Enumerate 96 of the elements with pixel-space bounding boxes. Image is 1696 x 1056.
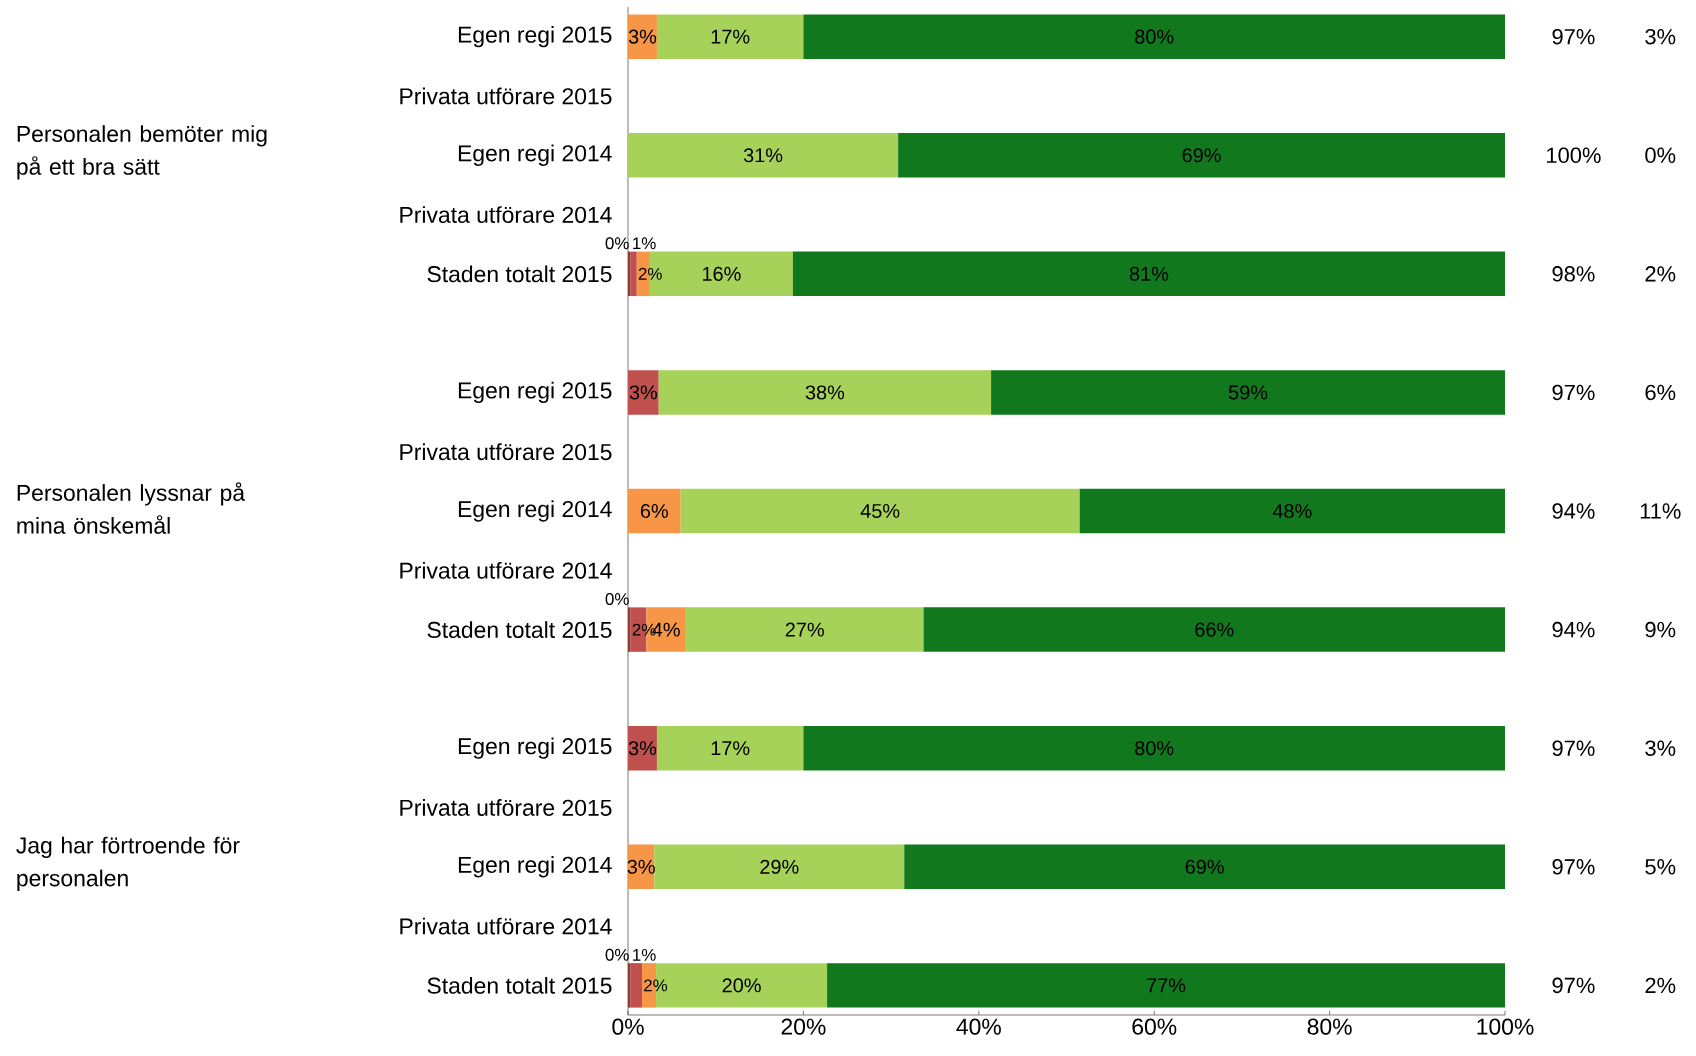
data-label: 0% bbox=[605, 237, 629, 250]
bar bbox=[628, 133, 899, 178]
data-label: 69% bbox=[1185, 859, 1224, 874]
bar bbox=[1079, 488, 1506, 534]
y-tick-label: Egen regi 2015 bbox=[458, 381, 612, 404]
text: 3% bbox=[1645, 28, 1676, 45]
data-label: 3% bbox=[627, 859, 655, 874]
bar bbox=[654, 844, 905, 890]
y-tick-label: Egen regi 2014 bbox=[458, 500, 612, 522]
text: 97% bbox=[1552, 384, 1595, 401]
y-tick-label: Privata utförare 2014 bbox=[400, 206, 612, 223]
bar bbox=[628, 488, 681, 534]
text: 3% bbox=[1645, 740, 1676, 756]
text: Jag har förtroende för personalen bbox=[16, 836, 240, 891]
text: 97% bbox=[1552, 977, 1595, 994]
text: Personalen lyssnar på mina önskemål bbox=[17, 482, 246, 534]
x-tick-label: 40% bbox=[956, 1018, 1001, 1035]
data-label: 17% bbox=[711, 741, 750, 756]
data-label: 31% bbox=[743, 148, 783, 163]
y-tick-label: Privata utförare 2015 bbox=[400, 799, 612, 816]
bar bbox=[923, 607, 1506, 652]
y-tick-label: Egen regi 2015 bbox=[458, 737, 612, 759]
text: 6% bbox=[1645, 384, 1676, 401]
bar bbox=[685, 607, 924, 652]
data-label: 3% bbox=[628, 29, 657, 44]
x-tick-label: 20% bbox=[781, 1018, 826, 1035]
data-label: 0% bbox=[605, 948, 629, 961]
data-label: 81% bbox=[1129, 266, 1169, 281]
y-tick-label: Privata utförare 2014 bbox=[400, 917, 612, 935]
data-label: 29% bbox=[760, 859, 799, 874]
x-tick-label: 0% bbox=[612, 1018, 644, 1035]
data-label: 48% bbox=[1272, 503, 1312, 519]
y-tick-label: Privata utförare 2014 bbox=[400, 561, 612, 579]
bar bbox=[803, 725, 1506, 771]
text: 0% bbox=[1645, 147, 1676, 164]
text: 5% bbox=[1645, 859, 1676, 875]
y-tick-label: Privata utförare 2015 bbox=[400, 87, 612, 105]
text: 2% bbox=[1645, 977, 1676, 994]
data-label: 2% bbox=[644, 979, 668, 992]
bar bbox=[628, 963, 631, 1008]
bar bbox=[656, 725, 804, 771]
data-label: 16% bbox=[702, 266, 741, 281]
data-label: 20% bbox=[722, 978, 761, 993]
x-tick-label: 60% bbox=[1132, 1018, 1177, 1035]
x-tick-label: 100% bbox=[1477, 1018, 1534, 1035]
data-label: 27% bbox=[785, 622, 824, 637]
data-label: 77% bbox=[1147, 978, 1186, 993]
bar bbox=[827, 963, 1506, 1008]
bar bbox=[991, 370, 1506, 415]
data-label: 59% bbox=[1228, 385, 1268, 400]
text: 2% bbox=[1645, 266, 1676, 282]
data-label: 69% bbox=[1182, 148, 1221, 163]
bar bbox=[904, 844, 1506, 890]
data-label: 1% bbox=[633, 948, 656, 961]
bar bbox=[656, 14, 804, 59]
bar bbox=[792, 251, 1506, 297]
data-label: 6% bbox=[640, 503, 668, 519]
bar bbox=[630, 251, 637, 297]
bar bbox=[630, 963, 643, 1008]
bar bbox=[628, 370, 659, 415]
bar bbox=[803, 14, 1506, 59]
y-tick-label: Staden totalt 2015 bbox=[427, 621, 612, 639]
data-label: 1% bbox=[633, 237, 656, 250]
bar bbox=[628, 607, 631, 652]
bar bbox=[680, 488, 1080, 534]
text: 11% bbox=[1640, 503, 1681, 519]
data-label: 45% bbox=[860, 504, 900, 519]
y-tick-label: Staden totalt 2015 bbox=[427, 976, 612, 994]
data-label: 17% bbox=[711, 29, 750, 44]
bar bbox=[658, 370, 992, 415]
text: Personalen bemöter mig på ett bra sätt bbox=[17, 125, 267, 180]
bar bbox=[628, 251, 631, 297]
text: 97% bbox=[1552, 859, 1595, 875]
data-label: 66% bbox=[1195, 622, 1234, 637]
text: 94% bbox=[1552, 503, 1595, 519]
y-tick-label: Egen regi 2015 bbox=[458, 25, 612, 48]
text: 97% bbox=[1552, 28, 1595, 45]
data-label: 0% bbox=[605, 592, 629, 605]
text: 98% bbox=[1552, 266, 1595, 282]
y-tick-label: Egen regi 2014 bbox=[458, 856, 612, 878]
y-tick-label: Egen regi 2014 bbox=[458, 144, 612, 166]
data-label: 2% bbox=[638, 267, 662, 280]
y-tick-label: Staden totalt 2015 bbox=[427, 265, 612, 283]
y-tick-label: Privata utförare 2015 bbox=[400, 443, 612, 461]
x-tick-label: 80% bbox=[1307, 1018, 1352, 1035]
text: 9% bbox=[1645, 621, 1676, 638]
text: 100% bbox=[1547, 147, 1601, 164]
bar bbox=[898, 133, 1506, 178]
text: 97% bbox=[1552, 740, 1595, 756]
data-label: 3% bbox=[629, 385, 658, 400]
data-label: 38% bbox=[805, 385, 845, 400]
data-label: 80% bbox=[1135, 29, 1174, 44]
data-label: 3% bbox=[628, 741, 657, 756]
bar bbox=[628, 14, 657, 59]
data-label: 80% bbox=[1135, 741, 1174, 756]
text: 94% bbox=[1552, 621, 1595, 638]
